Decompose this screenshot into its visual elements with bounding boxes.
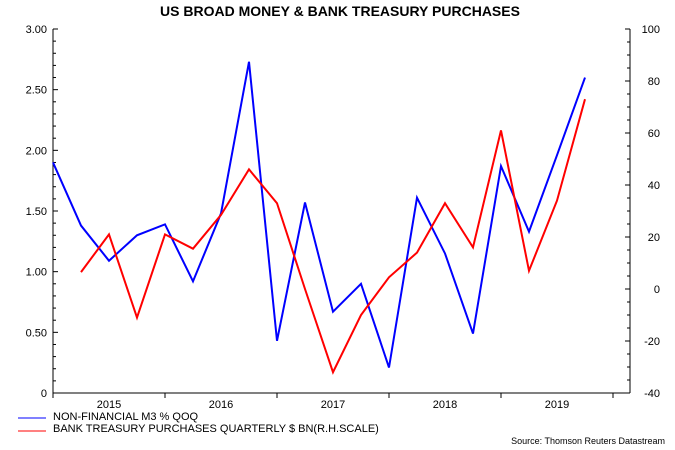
right-tick-label: 0 [654,284,660,296]
series-line-0 [52,61,586,368]
left-tick-label: 2.50 [26,85,47,97]
left-tick-label: 3.00 [26,24,47,36]
x-tick-label: 2017 [321,399,345,411]
right-tick-label: 20 [648,232,660,244]
left-tick-label: 2.00 [26,145,47,157]
left-tick-label: 0 [41,388,47,400]
right-tick-label: 60 [648,128,660,140]
left-tick-label: 1.50 [26,206,47,218]
x-tick-label: 2019 [545,399,569,411]
chart-title: US BROAD MONEY & BANK TREASURY PURCHASES [160,3,520,19]
x-tick-label: 2016 [209,399,233,411]
right-tick-label: 80 [648,76,660,88]
x-tick-label: 2018 [433,399,457,411]
legend-label-m3: NON-FINANCIAL M3 % QOQ [53,411,198,423]
source-note: Source: Thomson Reuters Datastream [511,436,665,446]
legend: NON-FINANCIAL M3 % QOQ BANK TREASURY PUR… [18,411,379,435]
legend-label-treasury: BANK TREASURY PURCHASES QUARTERLY $ BN(R… [53,423,379,435]
right-tick-label: 40 [648,180,660,192]
left-tick-label: 0.50 [26,327,47,339]
left-tick-label: 1.00 [26,267,47,279]
right-tick-label: -20 [644,336,660,348]
series-line-1 [80,98,586,375]
right-tick-label: 100 [642,24,660,36]
right-tick-label: -40 [644,388,660,400]
x-tick-label: 2015 [97,399,121,411]
